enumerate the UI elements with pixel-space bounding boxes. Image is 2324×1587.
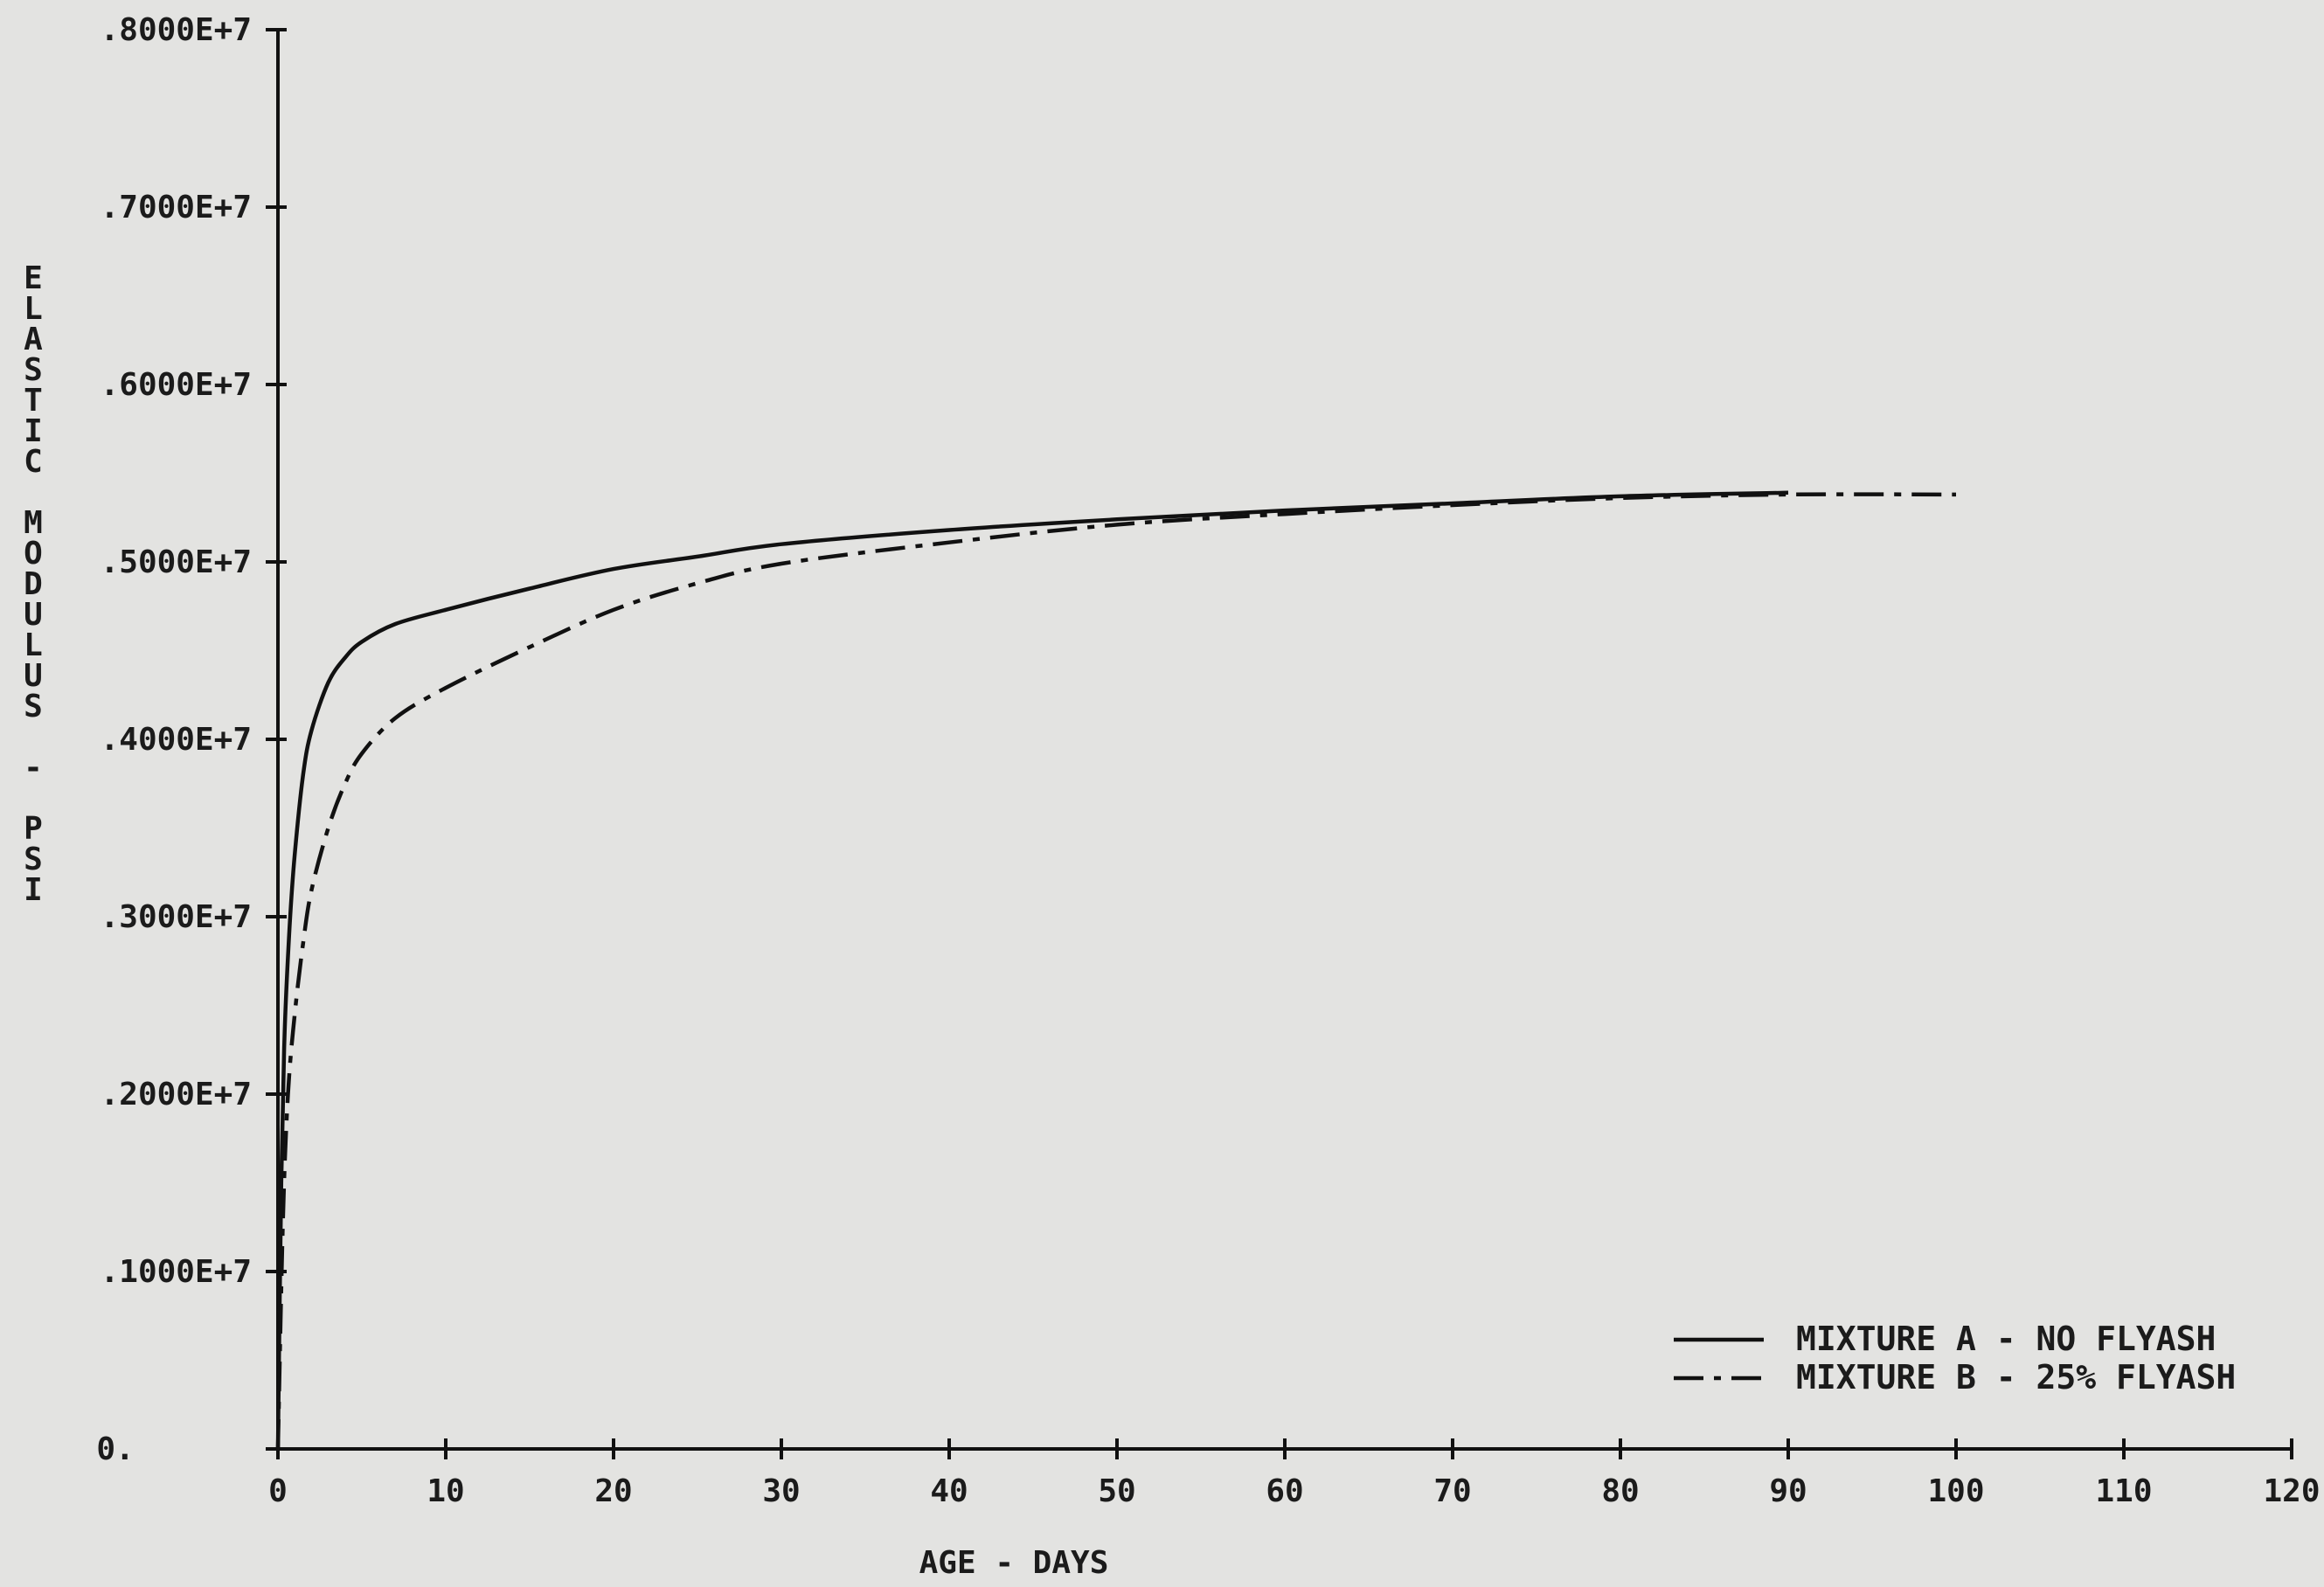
y-axis-title-char: T [24, 383, 43, 419]
y-tick-label: .1000E+7 [101, 1254, 252, 1290]
axes [276, 30, 2292, 1451]
y-axis-title-char: S [24, 842, 43, 877]
y-axis-title-char: U [24, 658, 43, 694]
x-tick-label: 90 [1769, 1473, 1807, 1509]
y-axis-title-char: E [24, 260, 43, 296]
x-tick-label: 80 [1601, 1473, 1639, 1509]
x-tick-label: 30 [762, 1473, 800, 1509]
y-axis-title-char: L [24, 291, 43, 327]
y-tick-label: .8000E+7 [101, 12, 252, 48]
y-tick-label: .7000E+7 [101, 190, 252, 225]
y-axis-title-char: O [24, 536, 43, 572]
y-axis-title-char: M [24, 505, 43, 541]
y-axis-title-char: S [24, 352, 43, 388]
x-tick-label: 0 [268, 1473, 288, 1509]
y-axis-title-char: C [24, 444, 43, 480]
x-tick-label: 50 [1098, 1473, 1135, 1509]
y-axis-title-char: U [24, 597, 43, 633]
x-tick-label: 40 [930, 1473, 968, 1509]
y-axis-title-char: D [24, 566, 43, 602]
y-axis-title-char: P [24, 811, 43, 847]
x-tick-label: 60 [1266, 1473, 1303, 1509]
legend-label: MIXTURE A - NO FLYASH [1796, 1320, 2216, 1358]
y-tick-label: 0. [96, 1431, 134, 1467]
x-tick-label: 10 [427, 1473, 464, 1509]
x-tick-label: 70 [1433, 1473, 1471, 1509]
series-line-mixture-b [275, 492, 1957, 1450]
legend-label: MIXTURE B - 25% FLYASH [1796, 1358, 2236, 1396]
x-tick-label: 120 [2263, 1473, 2320, 1509]
x-ticks: 0 10 20 30 40 50 60 70 80 90 100 110 120 [268, 1438, 2321, 1509]
y-tick-label: .4000E+7 [101, 722, 252, 758]
y-axis-title-char: I [24, 413, 43, 449]
y-tick-label: .2000E+7 [101, 1077, 252, 1112]
y-tick-label: .6000E+7 [101, 367, 252, 403]
y-axis-title-char: S [24, 689, 43, 724]
y-axis-title-char: I [24, 872, 43, 908]
y-tick-label: .5000E+7 [101, 544, 252, 580]
x-tick-label: 20 [594, 1473, 632, 1509]
series-line-mixture-a [275, 490, 1789, 1450]
y-ticks: 0. .1000E+7 .2000E+7 .3000E+7 .4000E+7 .5000E… [96, 12, 287, 1467]
series-layer [275, 490, 1957, 1450]
y-axis-title-char: L [24, 627, 43, 663]
y-tick-label: .3000E+7 [101, 899, 252, 935]
x-tick-label: 110 [2095, 1473, 2152, 1509]
x-tick-label: 100 [1927, 1473, 1984, 1509]
y-axis-title-char: A [24, 322, 43, 357]
y-axis-title-char: - [24, 750, 43, 786]
x-axis-title: AGE - DAYS [919, 1545, 1109, 1581]
